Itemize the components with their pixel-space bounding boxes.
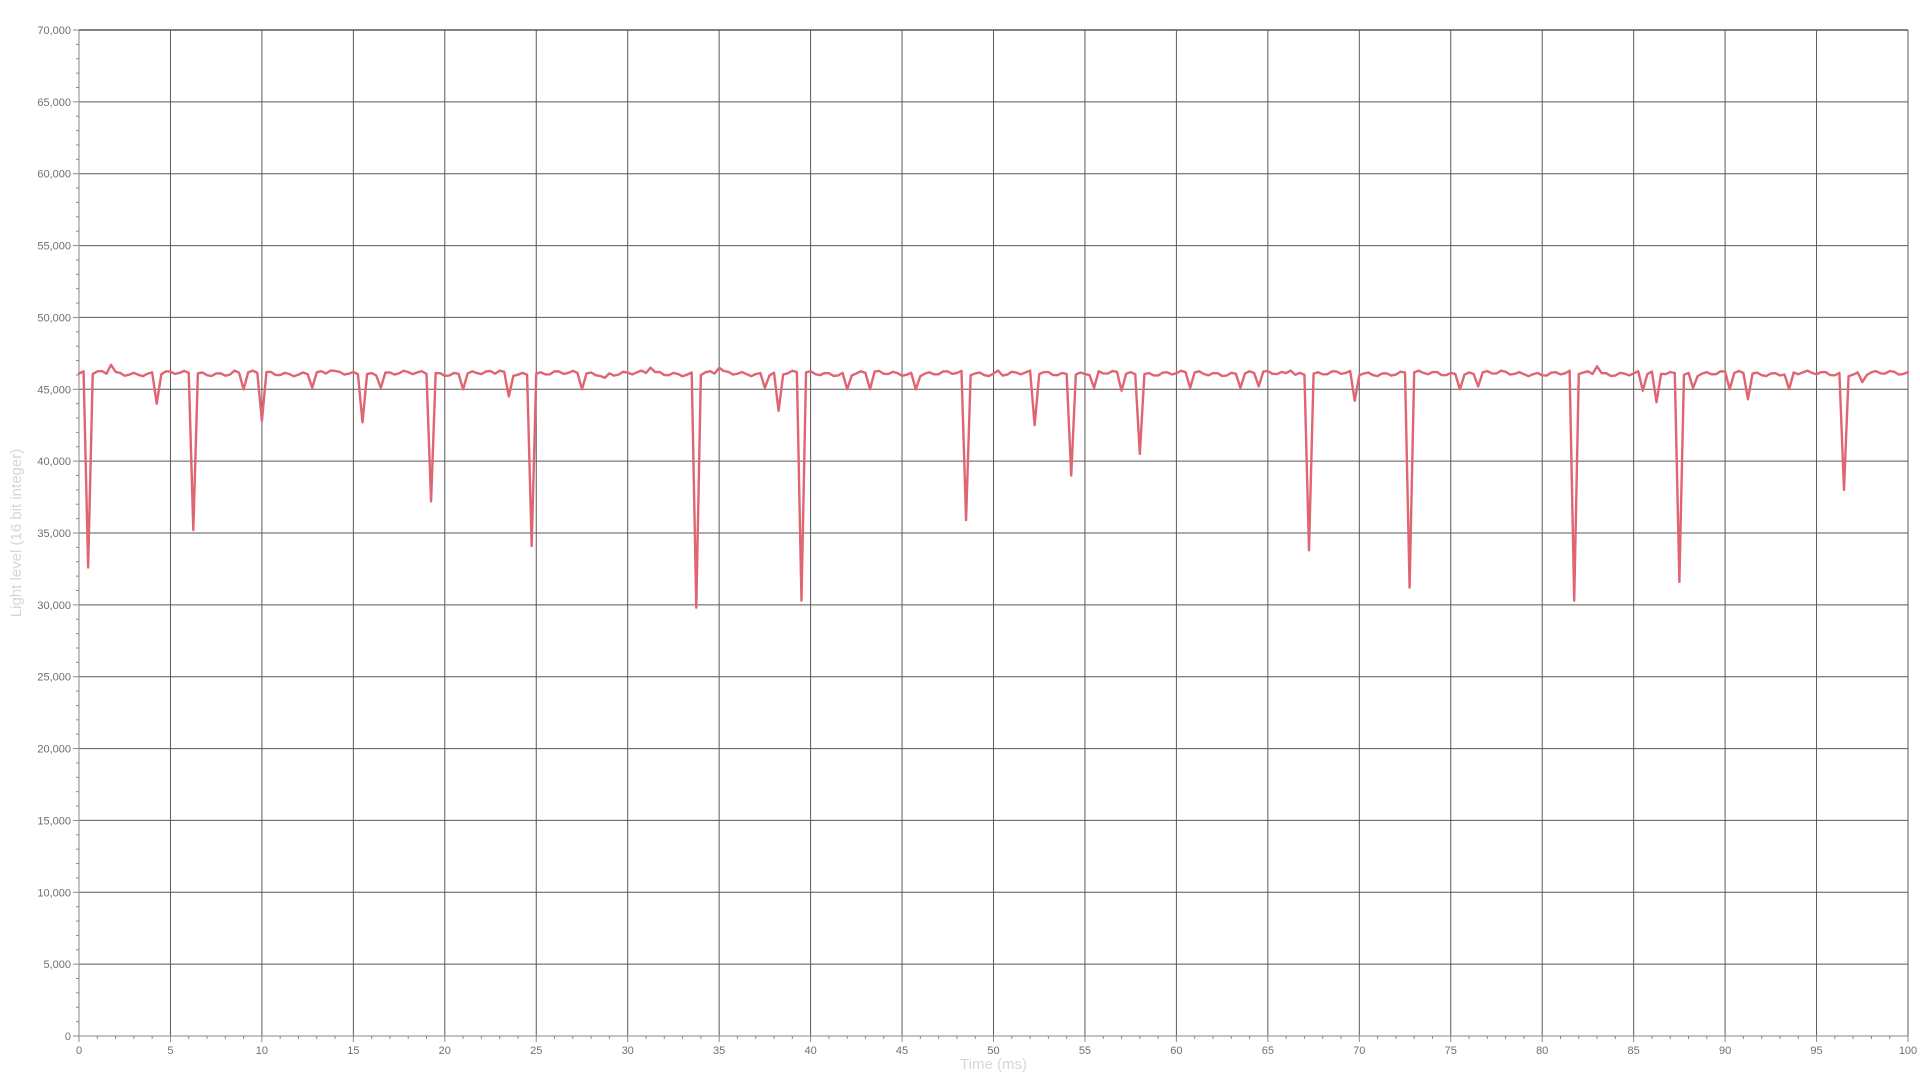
x-tick-label: 15: [347, 1045, 359, 1057]
y-tick-label: 0: [65, 1031, 71, 1043]
x-tick-label: 50: [987, 1045, 999, 1057]
x-tick-label: 35: [713, 1045, 725, 1057]
x-tick-label: 60: [1170, 1045, 1182, 1057]
x-tick-label: 85: [1628, 1045, 1640, 1057]
y-tick-label: 10,000: [37, 887, 71, 899]
series-layer: [77, 363, 1910, 609]
y-tick-label: 20,000: [37, 744, 71, 756]
y-tick-label: 50,000: [37, 312, 71, 324]
x-tick-label: 65: [1262, 1045, 1274, 1057]
y-tick-label: 40,000: [37, 456, 71, 468]
x-tick-label: 40: [804, 1045, 816, 1057]
y-tick-label: 60,000: [37, 169, 71, 181]
x-tick-label: 90: [1719, 1045, 1731, 1057]
x-tick-label: 80: [1536, 1045, 1548, 1057]
y-tick-label: 35,000: [37, 528, 71, 540]
x-tick-label: 0: [76, 1045, 82, 1057]
x-tick-label: 25: [530, 1045, 542, 1057]
y-tick-label: 45,000: [37, 384, 71, 396]
x-tick-label: 30: [622, 1045, 634, 1057]
x-tick-label: 45: [896, 1045, 908, 1057]
x-tick-label: 75: [1445, 1045, 1457, 1057]
axis-layer: [73, 29, 1909, 1042]
x-tick-label: 95: [1810, 1045, 1822, 1057]
x-axis-title: Time (ms): [960, 1056, 1027, 1073]
y-tick-label: 70,000: [37, 25, 71, 37]
x-tick-label: 20: [439, 1045, 451, 1057]
series-line-0: [77, 363, 1910, 609]
x-tick-label: 70: [1353, 1045, 1365, 1057]
y-tick-label: 55,000: [37, 241, 71, 253]
x-tick-label: 5: [167, 1045, 173, 1057]
y-tick-label: 25,000: [37, 672, 71, 684]
grid-layer: [78, 29, 1909, 1037]
x-tick-label: 10: [256, 1045, 268, 1057]
y-tick-label: 5,000: [43, 959, 71, 971]
label-layer: 0 5 10 15 20 25 30 35 40 45 50 55 60 65 70 75 80 85 90 95 10…: [8, 25, 1917, 1073]
y-tick-label: 15,000: [37, 815, 71, 827]
y-tick-label: 65,000: [37, 97, 71, 109]
x-tick-label: 55: [1079, 1045, 1091, 1057]
x-tick-label: 100: [1899, 1045, 1917, 1057]
y-tick-label: 30,000: [37, 600, 71, 612]
y-axis-title: Light level (16 bit integer): [8, 449, 25, 617]
